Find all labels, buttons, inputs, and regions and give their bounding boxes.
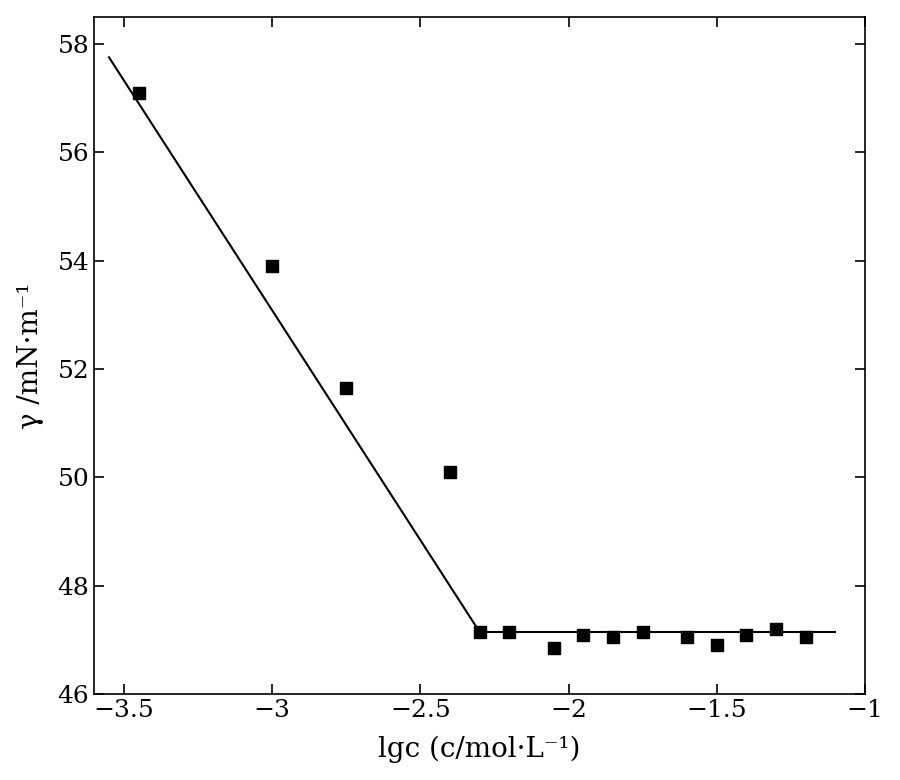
Point	[606, 631, 620, 644]
Point	[769, 623, 783, 636]
Point	[576, 629, 590, 641]
Point	[635, 626, 650, 638]
Point	[680, 631, 694, 644]
Point	[709, 639, 724, 651]
Point	[443, 466, 457, 478]
Point	[472, 626, 487, 638]
Point	[265, 260, 279, 272]
Point	[546, 642, 561, 654]
X-axis label: lgc (c/mol·L⁻¹): lgc (c/mol·L⁻¹)	[378, 736, 580, 764]
Point	[131, 87, 146, 99]
Point	[798, 631, 813, 644]
Y-axis label: γ /mN·m⁻¹: γ /mN·m⁻¹	[17, 282, 44, 429]
Point	[739, 629, 753, 641]
Point	[502, 626, 517, 638]
Point	[339, 381, 354, 394]
